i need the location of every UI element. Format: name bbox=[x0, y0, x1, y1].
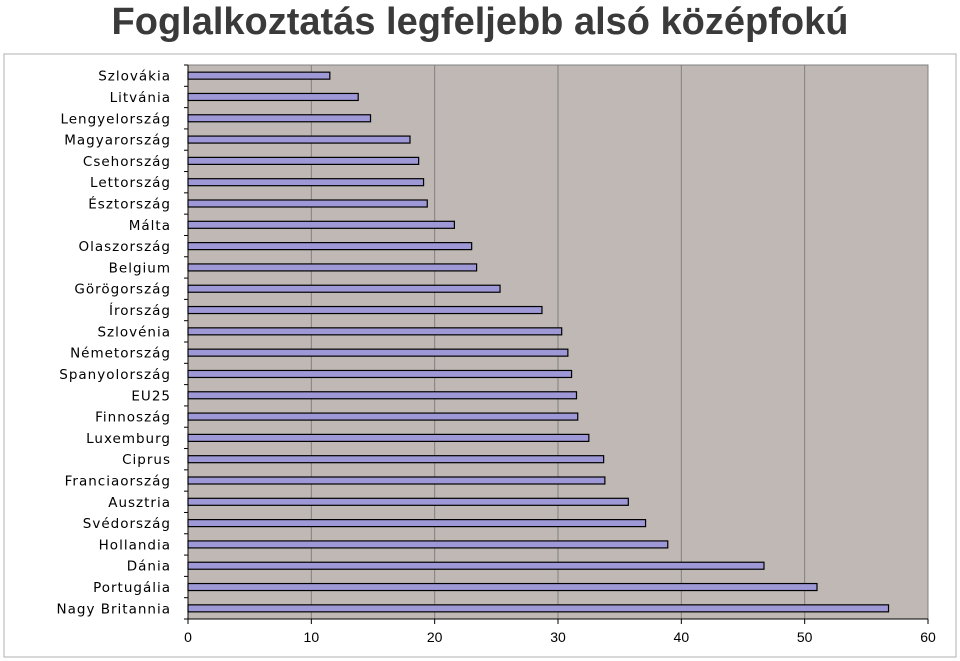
bar bbox=[187, 391, 578, 400]
bar bbox=[187, 305, 543, 315]
category-label: Ciprus bbox=[122, 452, 171, 468]
bar bbox=[187, 263, 478, 272]
category-label: Írország bbox=[109, 302, 171, 319]
category-label: Litvánia bbox=[110, 90, 171, 106]
category-label: Magyarország bbox=[64, 133, 171, 149]
bar bbox=[187, 497, 629, 506]
category-label: Szlovákia bbox=[98, 69, 171, 85]
bar bbox=[187, 284, 501, 293]
category-label: Portugália bbox=[93, 580, 171, 596]
category-label: Belgium bbox=[109, 260, 171, 276]
category-label: Luxemburg bbox=[86, 431, 171, 447]
category-label: Lettország bbox=[90, 175, 171, 191]
bar bbox=[187, 455, 605, 464]
x-tick-label: 10 bbox=[304, 629, 320, 645]
bar bbox=[187, 582, 818, 592]
bar bbox=[187, 412, 579, 421]
category-label: Spanyolország bbox=[59, 367, 171, 383]
category-label: Lengyelország bbox=[60, 111, 171, 127]
category-label: EU25 bbox=[131, 388, 171, 404]
bar bbox=[187, 178, 425, 187]
category-label: Hollandia bbox=[99, 537, 171, 553]
category-label: Finnoszág bbox=[95, 410, 171, 426]
category-label: Nagy Britannia bbox=[57, 601, 172, 617]
category-label: Málta bbox=[129, 218, 171, 234]
category-label: Észtország bbox=[88, 196, 171, 213]
chart-title: Foglalkoztatás legfeljebb alsó középfokú bbox=[111, 1, 849, 43]
bar bbox=[187, 369, 573, 379]
category-label: Olaszország bbox=[78, 239, 171, 255]
bar bbox=[187, 92, 359, 102]
bar bbox=[187, 561, 765, 570]
x-tick-label: 30 bbox=[550, 629, 566, 645]
bar bbox=[187, 135, 411, 144]
bar bbox=[187, 242, 473, 251]
x-tick-label: 40 bbox=[674, 629, 690, 645]
bar bbox=[187, 540, 669, 549]
category-label: Szlovénia bbox=[97, 324, 171, 340]
category-label: Görögország bbox=[74, 282, 171, 298]
bar bbox=[187, 604, 890, 613]
x-tick-label: 60 bbox=[920, 629, 936, 645]
bar bbox=[187, 156, 420, 165]
bar bbox=[187, 476, 606, 485]
bar bbox=[187, 220, 455, 229]
bar bbox=[187, 71, 331, 80]
bar bbox=[187, 433, 590, 442]
category-label: Csehország bbox=[83, 154, 171, 170]
category-label: Németország bbox=[70, 346, 171, 362]
category-label: Dánia bbox=[127, 559, 171, 575]
bar bbox=[187, 348, 569, 357]
x-tick-label: 0 bbox=[184, 629, 192, 645]
bar bbox=[187, 199, 428, 208]
bar bbox=[187, 519, 647, 528]
category-label: Svédország bbox=[83, 516, 171, 532]
bar bbox=[187, 327, 563, 336]
chart-frame bbox=[3, 53, 957, 658]
x-tick-label: 20 bbox=[427, 629, 443, 645]
category-label: Franciaország bbox=[65, 474, 171, 490]
x-tick-label: 50 bbox=[797, 629, 813, 645]
bar bbox=[187, 114, 372, 123]
category-label: Ausztria bbox=[108, 495, 171, 511]
